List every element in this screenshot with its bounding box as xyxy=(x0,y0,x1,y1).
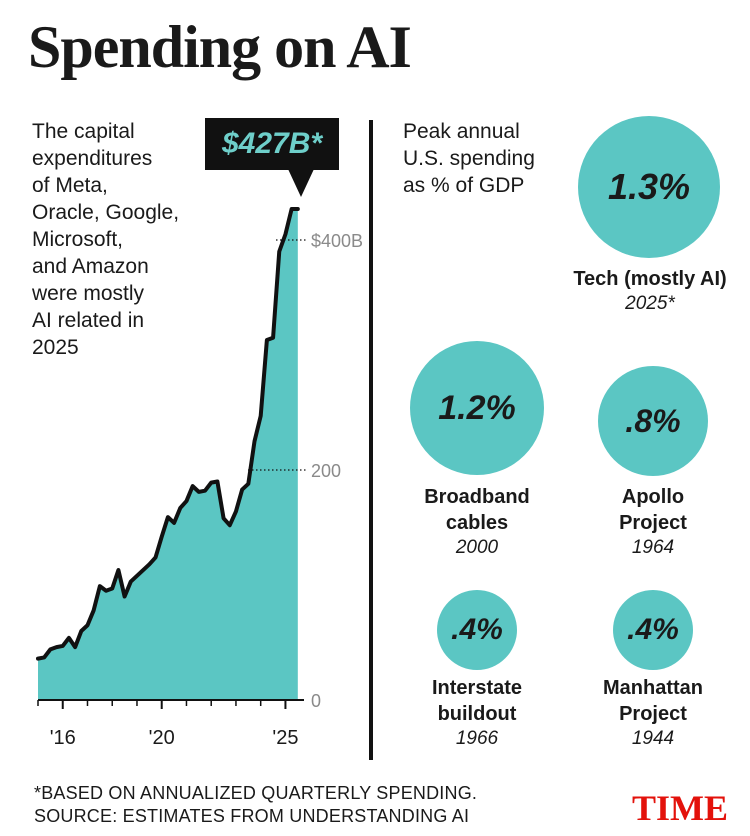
peak-callout-label: $427B* xyxy=(205,118,339,170)
bubble-broadband-name: Broadband cables xyxy=(424,486,530,534)
bubble-tech-year: 2025* xyxy=(625,293,675,314)
capex-area-fill xyxy=(38,208,298,700)
footnote: *BASED ON ANNUALIZED QUARTERLY SPENDING.… xyxy=(34,782,477,828)
bubble-tech: 1.3% xyxy=(578,116,720,258)
x-tick-label: '25 xyxy=(272,727,298,749)
bubble-manhattan: .4% xyxy=(613,590,693,670)
page-title: Spending on AI xyxy=(28,14,412,80)
y-tick-label: 0 xyxy=(311,691,321,711)
footnote-line-1: *BASED ON ANNUALIZED QUARTERLY SPENDING. xyxy=(34,783,478,803)
bubble-apollo-name: Apollo Project xyxy=(619,486,687,534)
bubble-interstate-value: .4% xyxy=(451,613,503,646)
bubble-tech-name: Tech (mostly AI) xyxy=(573,268,727,290)
bubble-broadband-year: 2000 xyxy=(455,537,499,558)
gdp-section-label: Peak annual U.S. spending as % of GDP xyxy=(403,120,535,197)
section-divider xyxy=(369,120,373,760)
bubble-manhattan-year: 1944 xyxy=(631,728,675,749)
bubble-apollo: .8% xyxy=(598,366,708,476)
source-line: SOURCE: ESTIMATES FROM UNDERSTANDING AI xyxy=(34,806,470,826)
bubble-tech-value: 1.3% xyxy=(607,166,691,207)
y-tick-label: 200 xyxy=(311,461,341,481)
peak-callout-pointer xyxy=(288,169,314,197)
y-tick-label: $400B xyxy=(311,231,363,251)
bubble-broadband-value: 1.2% xyxy=(438,388,516,427)
capex-area-chart: '16 '20 '25 0 200 $400B xyxy=(36,206,363,749)
bubble-apollo-value: .8% xyxy=(625,402,681,439)
x-tick-label: '16 xyxy=(50,727,76,749)
capex-series-line xyxy=(36,206,300,661)
bubble-interstate: .4% xyxy=(437,590,517,670)
bubble-broadband: 1.2% xyxy=(410,341,544,475)
bubble-interstate-name: Interstate buildout xyxy=(431,677,523,725)
bubble-apollo-year: 1964 xyxy=(631,537,675,558)
chart-intro-text: The capital expenditures of Meta, Oracle… xyxy=(32,120,180,359)
x-tick-label: '20 xyxy=(149,727,175,749)
time-logo: TIME xyxy=(632,788,729,828)
bubble-interstate-year: 1966 xyxy=(455,728,499,749)
bubble-manhattan-name: Manhattan Project xyxy=(603,677,703,725)
bubble-manhattan-value: .4% xyxy=(627,613,679,646)
